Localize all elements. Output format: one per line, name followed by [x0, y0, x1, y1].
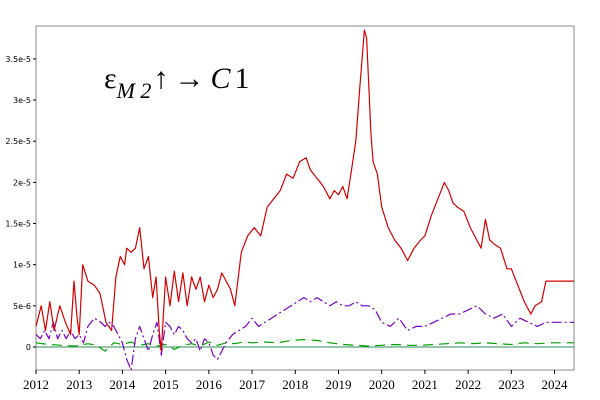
annotation-epsilon: ε	[104, 62, 117, 95]
annotation-up-arrow: ↑	[153, 62, 168, 95]
x-tick-label: 2019	[325, 377, 351, 392]
x-tick-label: 2022	[455, 377, 481, 392]
x-tick-label: 2017	[239, 377, 266, 392]
x-tick-label: 2024	[542, 377, 569, 392]
y-tick-label: 5e-6	[13, 302, 31, 311]
x-tick-label: 2021	[412, 377, 438, 392]
y-tick-label: 2.5e-5	[5, 137, 31, 146]
y-tick-label: 1e-5	[13, 261, 31, 270]
x-tick-label: 2018	[282, 377, 308, 392]
x-tick-label: 2016	[196, 377, 223, 392]
annotation-right-arrow: →	[174, 62, 204, 95]
shock-annotation: εM 2↑ → C 1	[104, 62, 249, 103]
y-tick-label: 0	[26, 343, 31, 352]
y-tick-label: 3.5e-5	[5, 55, 31, 64]
x-tick-label: 2012	[23, 377, 49, 392]
series-line-green	[35, 339, 574, 352]
y-tick-label: 1.5e-5	[5, 220, 31, 229]
annotation-subscript: M 2	[116, 78, 152, 103]
x-tick-label: 2020	[369, 377, 395, 392]
series-line-red	[35, 29, 574, 352]
y-axis: 3.5e-5 3e-5 2.5e-5 2e-5 1.5e-5 1e-5 5e-6 0	[5, 55, 36, 352]
x-tick-label: 2015	[153, 377, 179, 392]
x-tick-label: 2023	[498, 377, 524, 392]
x-tick-label: 2013	[66, 377, 92, 392]
series-layer	[35, 29, 574, 371]
plot-frame	[35, 25, 575, 371]
x-axis: 2012 2013 2014 2015 2016 2017 2018 2019 2020 2021…	[23, 370, 568, 392]
annotation-target-number: 1	[234, 62, 249, 95]
y-tick-label: 2e-5	[13, 178, 31, 187]
x-tick-label: 2014	[109, 377, 136, 392]
annotation-target-letter: C	[210, 62, 231, 95]
y-tick-label: 3e-5	[13, 96, 31, 105]
series-line-purple	[35, 297, 574, 371]
